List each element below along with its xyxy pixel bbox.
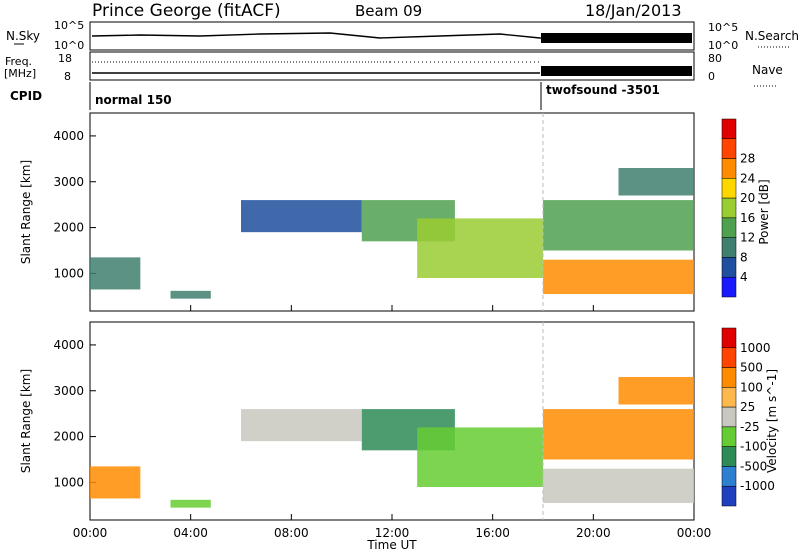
power-heatmap-panel: Slant Range [km] 1000 2000 3000 4000 — [19, 112, 695, 312]
colorbar-tick-label: 24 — [740, 171, 755, 185]
beam-title: Beam 09 — [355, 2, 422, 20]
noise-panel: N.Sky 10^5 10^0 10^5 10^0 N.Search — [6, 19, 799, 52]
y-tick-label: 4000 — [53, 129, 84, 143]
heatmap-region — [618, 168, 694, 196]
heatmap-region — [90, 257, 141, 290]
y-tick-label: 1000 — [53, 266, 84, 280]
colorbar-swatch — [721, 217, 737, 238]
colorbar-swatch — [721, 446, 737, 467]
noise-tick-top-left: 10^5 — [54, 19, 84, 32]
colorbar-swatch — [721, 257, 737, 278]
heatmap-region — [417, 427, 543, 487]
colorbar-swatch — [721, 466, 737, 487]
cpid-segment-1: twofsound -3501 — [546, 83, 660, 97]
colorbar-swatch — [721, 327, 737, 349]
heatmap-region — [417, 218, 543, 278]
power-ylabel: Slant Range [km] — [19, 160, 33, 264]
nave-tick-bottom: 0 — [708, 70, 715, 83]
nave-tick-top: 80 — [708, 52, 722, 65]
colorbar-swatch — [721, 237, 737, 258]
power-colorbar: 4 8 12 16 20 24 28 — [721, 118, 755, 298]
cpid-segment-0: normal 150 — [95, 93, 172, 107]
colorbar-tick-label: 500 — [740, 361, 763, 375]
heatmap-region — [543, 468, 694, 504]
heatmap-region — [543, 200, 694, 251]
colorbar-tick-label: -100 — [740, 440, 767, 454]
noise-tick-bottom-left: 10^0 — [54, 39, 84, 52]
colorbar-swatch — [721, 426, 737, 447]
freq-tick-top: 18 — [58, 52, 72, 65]
colorbar-tick-label: 16 — [740, 211, 755, 225]
colorbar-swatch — [721, 138, 737, 159]
cpid-panel: CPID normal 150 twofsound -3501 — [10, 82, 660, 110]
colorbar-tick-label: 8 — [740, 250, 748, 264]
y-tick-label: 2000 — [53, 430, 84, 444]
y-tick-label: 1000 — [53, 475, 84, 489]
heatmap-region — [543, 409, 694, 460]
heatmap-region — [618, 377, 694, 405]
colorbar-tick-label: -500 — [740, 459, 767, 473]
y-tick-label: 3000 — [53, 175, 84, 189]
freq-label-2: [MHz] — [4, 67, 36, 80]
noise-tick-top-right: 10^5 — [708, 21, 738, 34]
velocity-colorbar: 1000 500 100 25 -25 -100 -500 -1000 — [721, 327, 775, 507]
colorbar-tick-label: 28 — [740, 152, 755, 166]
heatmap-region — [170, 290, 211, 299]
y-tick-label: 2000 — [53, 221, 84, 235]
x-tick-label: 04:00 — [173, 526, 208, 540]
heatmap-region — [241, 409, 362, 442]
x-axis-label: Time UT — [366, 538, 417, 552]
heatmap-region — [241, 200, 362, 233]
colorbar-swatch — [721, 367, 737, 388]
colorbar-tick-label: 4 — [740, 270, 748, 284]
station-title: Prince George (fitACF) — [92, 1, 281, 21]
colorbar-swatch — [721, 178, 737, 199]
date-title: 18/Jan/2013 — [585, 1, 682, 20]
noise-search-fill — [541, 33, 692, 43]
nave-label: Nave — [752, 63, 783, 77]
colorbar-tick-label: 100 — [740, 380, 763, 394]
colorbar-swatch — [721, 197, 737, 219]
colorbar-swatch — [721, 158, 737, 179]
nave-fill — [541, 66, 692, 76]
colorbar-swatch — [721, 387, 737, 408]
y-tick-label: 4000 — [53, 338, 84, 352]
colorbar-tick-label: 25 — [740, 400, 755, 414]
velocity-heatmap-panel: Slant Range [km] 1000 2000 3000 4000 00:00 0… — [19, 305, 711, 552]
heatmap-region — [90, 466, 141, 499]
freq-label-1: Freq. — [5, 55, 32, 68]
power-colorbar-label: Power [dB] — [757, 179, 771, 244]
colorbar-swatch — [721, 406, 737, 428]
noise-tick-bottom-right: 10^0 — [708, 39, 738, 52]
colorbar-swatch — [721, 347, 737, 368]
nsearch-label: N.Search — [745, 29, 799, 43]
x-tick-label: 16:00 — [475, 526, 510, 540]
colorbar-tick-label: 1000 — [740, 341, 771, 355]
colorbar-swatch — [721, 276, 737, 298]
x-tick-label: 00:00 — [677, 526, 712, 540]
y-tick-label: 3000 — [53, 384, 84, 398]
colorbar-swatch — [721, 118, 737, 140]
heatmap-region — [543, 259, 694, 295]
cpid-label: CPID — [10, 89, 42, 103]
x-tick-label: 08:00 — [274, 526, 309, 540]
colorbar-tick-label: 12 — [740, 231, 755, 245]
freq-panel: Freq. [MHz] 18 8 80 0 Nave — [4, 51, 783, 87]
x-tick-label: 12:00 — [375, 526, 410, 540]
heatmap-region — [170, 499, 211, 508]
freq-tick-bottom: 8 — [64, 70, 71, 83]
x-tick-label: 00:00 — [73, 526, 108, 540]
colorbar-swatch — [721, 485, 737, 507]
colorbar-tick-label: 20 — [740, 191, 755, 205]
velocity-ylabel: Slant Range [km] — [19, 369, 33, 473]
velocity-colorbar-label: Velocity [m s^-1] — [765, 369, 779, 473]
nsky-label: N.Sky — [6, 29, 40, 43]
x-tick-label: 20:00 — [576, 526, 611, 540]
colorbar-tick-label: -25 — [740, 420, 760, 434]
colorbar-tick-label: -1000 — [740, 479, 775, 493]
